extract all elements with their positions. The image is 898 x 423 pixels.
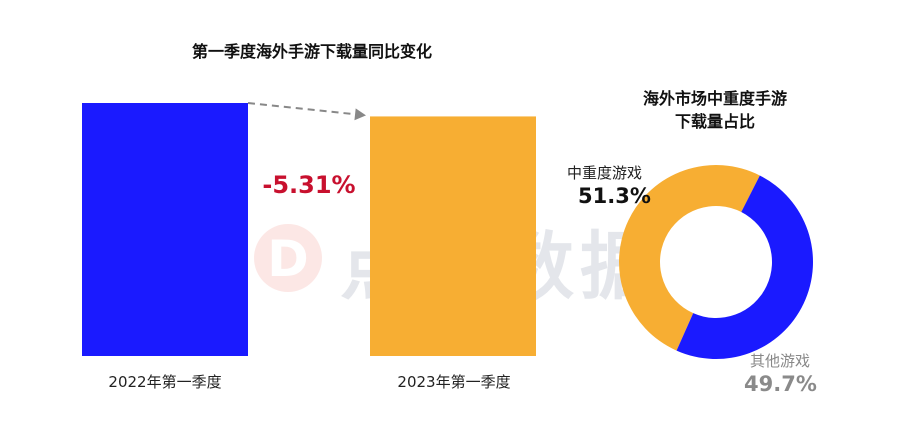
bar-chart: 第一季度海外手游下载量同比变化 -5.31% 2022年第一季度 2023年第一… — [82, 42, 536, 391]
donut-title-line-2: 下载量占比 — [675, 112, 755, 131]
donut-title-line-1: 海外市场中重度手游 — [643, 89, 787, 108]
change-arrow-head-icon — [354, 108, 366, 121]
change-arrow-line — [247, 102, 359, 116]
watermark-logo-icon — [254, 224, 322, 292]
donut-slice-mid-heavy-games — [619, 165, 760, 351]
slice-label-mid-heavy-games: 中重度游戏 — [567, 164, 642, 182]
bar-2022-q1 — [82, 103, 248, 356]
donut-chart: 海外市场中重度手游 下载量占比 中重度游戏 51.3% 其他游戏 49.7% — [567, 89, 817, 396]
change-label: -5.31% — [262, 171, 355, 199]
donut-slice-other-games — [676, 175, 813, 360]
bar-chart-title: 第一季度海外手游下载量同比变化 — [192, 42, 432, 61]
slice-value-mid-heavy-games: 51.3% — [578, 184, 651, 208]
watermark-logo-letter: D — [267, 230, 309, 288]
x-tick-label-2022-q1: 2022年第一季度 — [108, 373, 221, 391]
slice-value-other-games: 49.7% — [744, 372, 817, 396]
x-tick-label-2023-q1: 2023年第一季度 — [397, 373, 510, 391]
bar-2023-q1 — [370, 116, 536, 357]
slice-label-other-games: 其他游戏 — [750, 352, 810, 370]
